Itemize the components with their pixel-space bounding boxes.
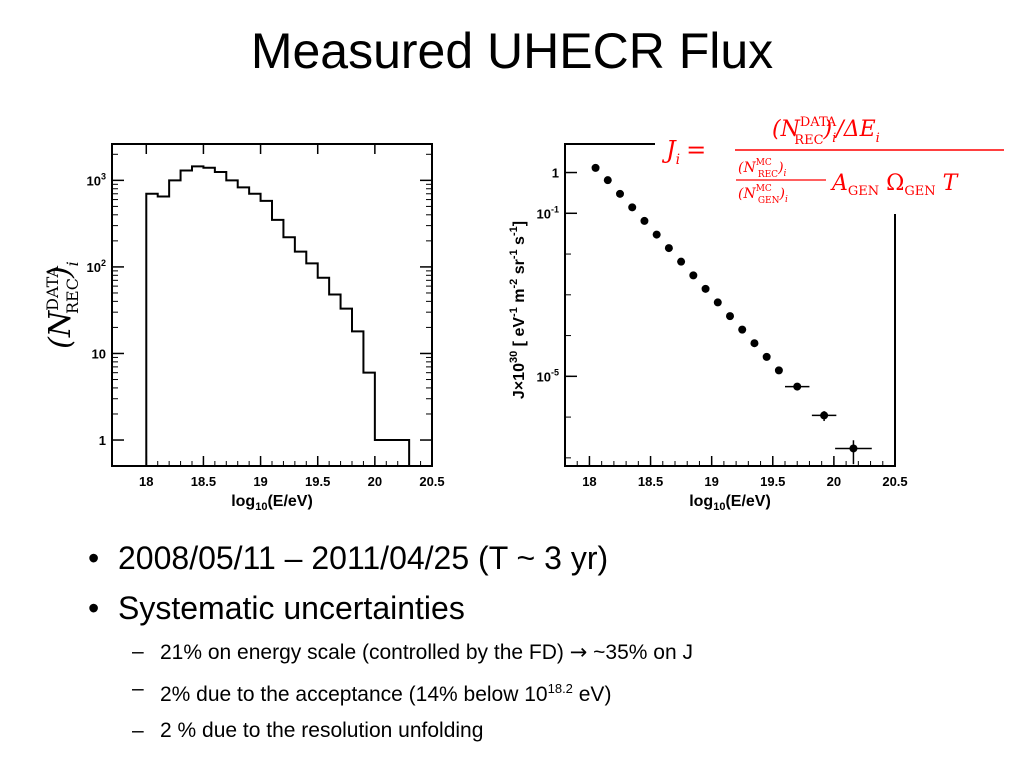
data-point	[652, 230, 661, 239]
data-point	[750, 339, 759, 348]
data-point	[689, 271, 698, 280]
dash-marker: –	[132, 677, 144, 700]
x-tick-label: 20	[827, 474, 841, 489]
svg-text:(NDATAREC)i: (NDATAREC)i	[43, 261, 82, 349]
y-tick-label: 10-5	[537, 367, 559, 384]
bullet-text: Systematic uncertainties	[118, 590, 465, 626]
sub-bullet-text: 2% due to the acceptance (14% below 10	[160, 683, 548, 706]
y-tick-label: 10-1	[537, 204, 559, 221]
sub-bullet-text: ~35% on J	[593, 641, 693, 664]
sub-bullet-item: –2 % due to the resolution unfolding	[132, 719, 988, 743]
formula-background	[655, 102, 1010, 214]
data-point	[628, 203, 637, 212]
right-xlabel: log10(E/eV)	[689, 493, 771, 513]
bullet-marker: •	[88, 590, 100, 626]
data-point	[616, 189, 624, 198]
data-point	[677, 257, 686, 266]
data-point	[640, 216, 649, 225]
x-tick-label: 20.5	[882, 474, 907, 489]
dash-marker: –	[132, 719, 144, 742]
sub-bullet-item: –2% due to the acceptance (14% below 101…	[132, 677, 988, 707]
x-tick-label: 18	[582, 474, 596, 489]
arrow-icon: →	[569, 640, 588, 664]
bullet-item: • Systematic uncertainties	[88, 590, 988, 626]
histogram-line	[145, 165, 411, 466]
x-tick-label: 20	[368, 474, 382, 489]
bullet-text: 2008/05/11 – 2011/04/25 (T ~ 3 yr)	[118, 540, 609, 576]
slide-title: Measured UHECR Flux	[250, 23, 774, 79]
data-point	[603, 176, 612, 185]
sub-bullet-text: 21% on energy scale (controlled by the F…	[160, 641, 564, 664]
data-point	[820, 411, 829, 420]
x-tick-label: 18.5	[191, 474, 216, 489]
sub-bullet-item: –21% on energy scale (controlled by the …	[132, 640, 988, 665]
left-ylabel: (NDATAREC)i	[43, 261, 82, 349]
sub-bullet-text: eV)	[572, 683, 612, 706]
data-point	[793, 382, 802, 391]
bullet-item: • 2008/05/11 – 2011/04/25 (T ~ 3 yr)	[88, 540, 988, 576]
x-tick-label: 20.5	[419, 474, 444, 489]
x-tick-label: 18	[139, 474, 153, 489]
x-tick-label: 19.5	[305, 474, 330, 489]
data-point	[849, 444, 858, 453]
right-axis-ticks: 18 18.5 19 19.5 20 20.5 1 10-1 10-5	[537, 166, 908, 489]
data-point	[726, 312, 734, 321]
x-tick-label: 18.5	[638, 474, 663, 489]
right-ylabel: J×1030 [ eV-1 m-2 sr-1 s-1]	[508, 221, 528, 399]
data-point	[713, 298, 722, 307]
flux-points	[591, 163, 872, 465]
bullet-marker: •	[88, 540, 100, 576]
data-point	[762, 352, 771, 361]
left-xlabel: log10(E/eV)	[231, 493, 313, 513]
data-point	[738, 325, 747, 334]
data-point	[774, 366, 783, 375]
y-tick-label: 102	[87, 258, 106, 275]
left-plot-frame	[111, 143, 433, 467]
left-axis-ticks: 18 18.5 19 19.5 20 20.5 1 10 102 103	[87, 144, 445, 489]
sub-bullet-text: 2 % due to the resolution unfolding	[160, 719, 484, 742]
y-tick-label: 1	[99, 433, 106, 448]
flux-formula: Ji = (NDATA REC)i/ΔEi (NMC REC)i (NMC GEN)i …	[655, 102, 1010, 214]
dash-marker: –	[132, 640, 144, 663]
svg-text:J×1030 [ eV-1 m-2 sr-1 s-1]: J×1030 [ eV-1 m-2 sr-1 s-1]	[508, 221, 528, 399]
x-tick-label: 19.5	[760, 474, 785, 489]
y-tick-label: 10	[92, 346, 106, 361]
data-point	[591, 163, 600, 172]
exponent: 18.2	[547, 681, 573, 696]
bullet-list: • 2008/05/11 – 2011/04/25 (T ~ 3 yr) • Sys…	[88, 540, 988, 755]
x-tick-label: 19	[253, 474, 267, 489]
data-point	[664, 244, 673, 253]
y-tick-label: 103	[87, 171, 106, 188]
y-tick-label: 1	[552, 166, 559, 181]
x-tick-label: 19	[704, 474, 718, 489]
data-point	[701, 284, 710, 293]
